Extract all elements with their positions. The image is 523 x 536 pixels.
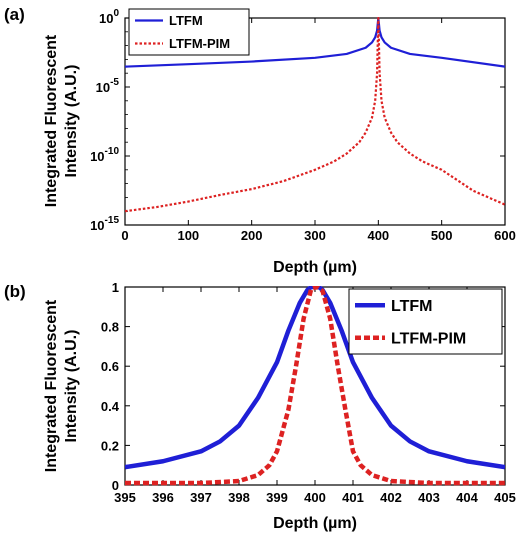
series-line-ltfm <box>125 17 505 68</box>
x-tick-label: 401 <box>342 490 364 505</box>
y-tick-label: 10-5 <box>96 77 120 95</box>
y-tick-label: 0 <box>112 478 119 493</box>
x-tick-label: 395 <box>114 490 136 505</box>
y-tick-label: 100 <box>99 8 119 26</box>
y-axis-label-line2: Intensity (A.U.) <box>63 330 80 443</box>
y-tick-label: 1 <box>112 280 119 295</box>
legend-box <box>128 8 250 56</box>
series-line-ltfm-pim <box>125 286 505 486</box>
panel-label: (a) <box>4 5 25 24</box>
x-tick-label: 200 <box>241 228 263 243</box>
x-axis-label: Depth (µm) <box>273 259 357 276</box>
y-tick-label: 0.2 <box>101 438 119 453</box>
x-tick-label: 396 <box>152 490 174 505</box>
x-tick-label: 402 <box>380 490 402 505</box>
x-tick-label: 400 <box>304 490 326 505</box>
y-tick-label: 10-15 <box>90 215 119 233</box>
y-tick-label: 0.4 <box>101 399 120 414</box>
y-tick-exponent: -10 <box>105 146 120 157</box>
y-tick-exponent: -5 <box>110 77 119 88</box>
x-tick-label: 0 <box>121 228 128 243</box>
x-tick-label: 400 <box>367 228 389 243</box>
x-tick-label: 398 <box>228 490 250 505</box>
x-tick-label: 500 <box>431 228 453 243</box>
y-tick-exponent: 0 <box>113 8 119 19</box>
y-tick-base: 10 <box>99 11 113 26</box>
legend-label: LTFM <box>169 13 203 28</box>
x-tick-label: 600 <box>494 228 516 243</box>
legend-label: LTFM-PIM <box>391 331 466 348</box>
x-axis-label: Depth (µm) <box>273 515 357 532</box>
x-tick-label: 399 <box>266 490 288 505</box>
y-axis-label-line1: Integrated Fluorescent <box>43 299 60 472</box>
x-tick-label: 405 <box>494 490 516 505</box>
y-tick-label: 10-10 <box>90 146 119 164</box>
x-tick-label: 397 <box>190 490 212 505</box>
y-tick-exponent: -15 <box>105 215 120 226</box>
y-tick-base: 10 <box>96 80 110 95</box>
y-tick-base: 10 <box>90 218 104 233</box>
legend-label: LTFM <box>391 298 432 315</box>
legend-box <box>348 288 503 355</box>
x-tick-label: 403 <box>418 490 440 505</box>
x-tick-label: 404 <box>456 490 478 505</box>
x-tick-label: 100 <box>177 228 199 243</box>
y-axis-label-line1: Integrated Fluorescent <box>43 34 60 207</box>
y-tick-base: 10 <box>90 149 104 164</box>
panel-label: (b) <box>4 282 26 301</box>
y-axis-label-line2: Intensity (A.U.) <box>63 65 80 178</box>
x-tick-label: 300 <box>304 228 326 243</box>
legend-label: LTFM-PIM <box>169 36 230 51</box>
y-tick-label: 0.8 <box>101 320 119 335</box>
y-tick-label: 0.6 <box>101 359 119 374</box>
